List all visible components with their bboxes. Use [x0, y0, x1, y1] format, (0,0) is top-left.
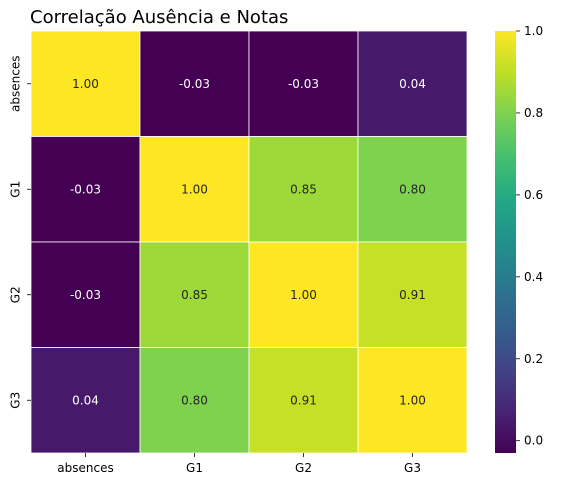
chart-title: Correlação Ausência e Notas [30, 7, 288, 28]
cell-value-label: 0.85 [290, 182, 317, 196]
x-tick-label: absences [57, 461, 113, 475]
heatmap-cell [30, 136, 141, 243]
cell-value-label: 0.04 [72, 393, 99, 407]
colorbar-tick-label: 0.6 [524, 188, 543, 202]
x-tick-label: G1 [186, 461, 203, 475]
cell-value-label: 0.80 [181, 393, 208, 407]
heatmap-cell [30, 30, 141, 137]
colorbar-tick-label: 1.0 [524, 24, 543, 38]
colorbar-tick-label: 0.2 [524, 352, 543, 366]
y-tick-label: G1 [9, 181, 23, 198]
cell-value-label: 0.85 [181, 288, 208, 302]
cell-value-label: 1.00 [72, 77, 99, 91]
cell-value-label: 0.80 [399, 182, 426, 196]
heatmap-cell [357, 241, 468, 348]
cell-value-label: -0.03 [70, 182, 101, 196]
heatmap-cell [248, 347, 359, 454]
heatmap-cell [30, 347, 141, 454]
heatmap-cell [139, 347, 250, 454]
colorbar-tick-label: 0.4 [524, 270, 543, 284]
cell-value-label: 0.04 [399, 77, 426, 91]
colorbar-tick-label: 0.0 [524, 434, 543, 448]
cell-value-label: 0.91 [290, 393, 317, 407]
heatmap-cell [357, 347, 468, 454]
heatmap-cell [248, 30, 359, 137]
cell-value-label: -0.03 [288, 77, 319, 91]
x-tick-label: G3 [404, 461, 421, 475]
cell-value-label: -0.03 [70, 288, 101, 302]
x-tick-label: G2 [295, 461, 312, 475]
y-axis: absences G1 G2 G3 [9, 56, 31, 409]
y-tick-label: absences [9, 56, 23, 112]
heatmap-cell [357, 30, 468, 137]
heatmap-cell [139, 241, 250, 348]
cell-value-label: 0.91 [399, 288, 426, 302]
colorbar-tick-label: 0.8 [524, 106, 543, 120]
cell-value-label: 1.00 [399, 393, 426, 407]
cell-value-label: 1.00 [290, 288, 317, 302]
heatmap-cell [139, 136, 250, 243]
colorbar: 0.0 0.2 0.4 0.6 0.8 1.0 [495, 24, 543, 453]
colorbar-gradient [495, 31, 516, 453]
y-tick-label: G2 [9, 286, 23, 303]
x-axis: absences G1 G2 G3 [57, 453, 421, 475]
heatmap-cell [139, 30, 250, 137]
cell-value-label: -0.03 [179, 77, 210, 91]
cell-value-label: 1.00 [181, 182, 208, 196]
y-tick-label: G3 [9, 392, 23, 409]
heatmap-cell [357, 136, 468, 243]
heatmap-cells: 1.00 -0.03 -0.03 0.04 -0.03 1.00 0.85 0.80 -0.03… [30, 30, 468, 454]
